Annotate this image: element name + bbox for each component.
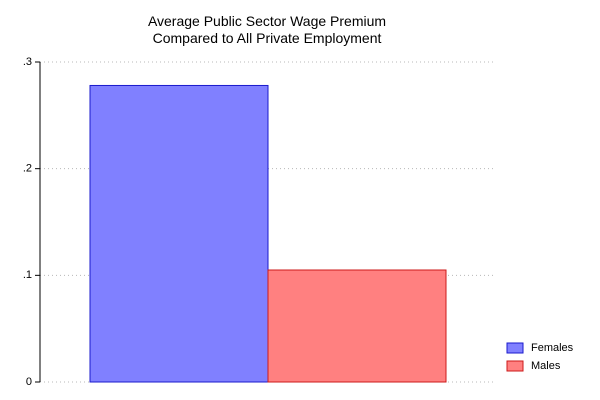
chart-title-line-1: Average Public Sector Wage Premium [148, 13, 386, 29]
legend: Females Males [506, 342, 574, 372]
chart-title-line-2: Compared to All Private Employment [153, 30, 382, 46]
y-tick-label: 0 [26, 376, 32, 388]
y-axis: 0 .1 .2 .3 [23, 56, 41, 388]
bar-females [89, 84, 269, 383]
legend-swatch-females [506, 342, 524, 354]
bars [89, 84, 447, 383]
bar-males [267, 269, 447, 383]
legend-swatch-males [506, 360, 524, 372]
legend-label-females: Females [531, 342, 574, 354]
y-tick-label: .1 [23, 269, 32, 281]
legend-label-males: Males [531, 360, 561, 372]
y-tick-label: .2 [23, 163, 32, 175]
y-tick-label: .3 [23, 56, 32, 68]
